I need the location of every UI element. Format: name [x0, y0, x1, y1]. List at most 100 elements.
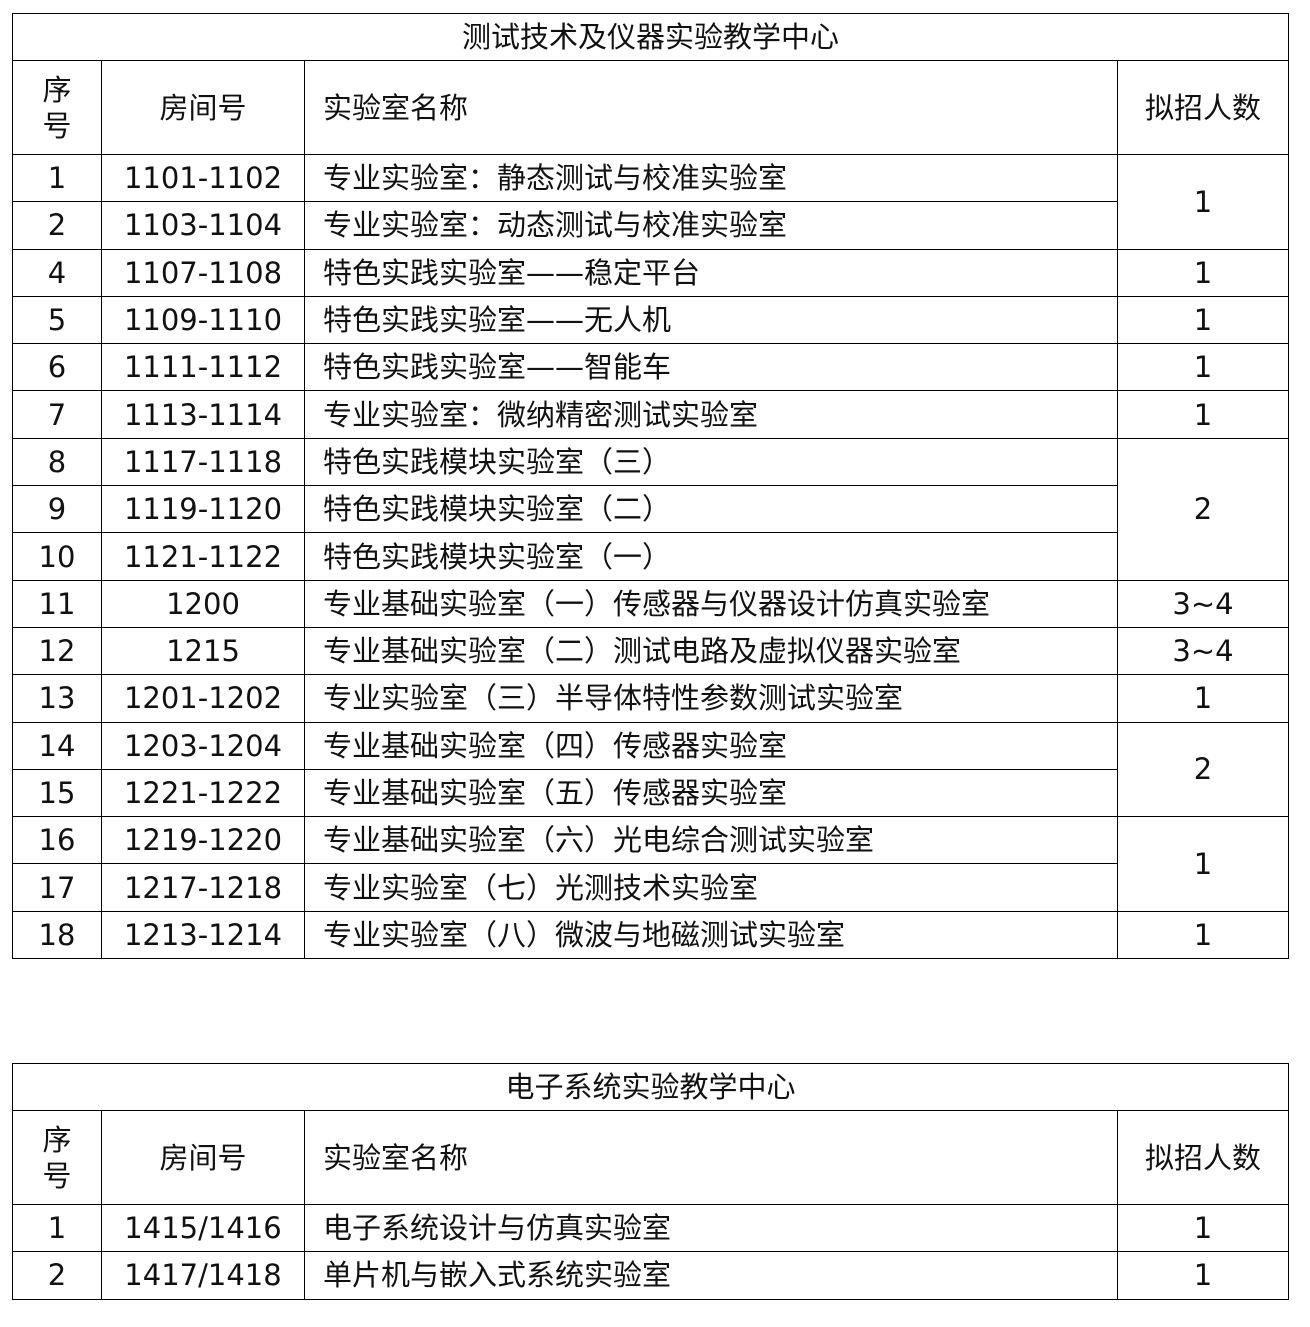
table-row: 6 1111-1112 特色实践实验室——智能车 1: [12, 343, 1290, 392]
cell-lab-name: 特色实践模块实验室（一）: [304, 532, 1118, 581]
cell-room: 1103-1104: [101, 201, 305, 250]
cell-lab-name: 特色实践模块实验室（三）: [304, 437, 1118, 487]
cell-count: 1: [1116, 154, 1290, 250]
header-seq: 序号: [12, 60, 102, 155]
table-row: 16 1219-1220 专业基础实验室（六）光电综合测试实验室 1: [12, 816, 1290, 912]
cell-seq: 8: [12, 437, 102, 487]
cell-room: 1201-1202: [101, 674, 305, 723]
table-row: 13 1201-1202 专业实验室（三）半导体特性参数测试实验室 1: [12, 674, 1290, 723]
cell-seq: 2: [12, 1251, 102, 1300]
cell-room: 1417/1418: [101, 1251, 305, 1300]
header-room: 房间号: [101, 1110, 305, 1205]
cell-lab-name: 专业实验室（七）光测技术实验室: [304, 863, 1118, 912]
cell-room: 1121-1122: [101, 532, 305, 581]
table-row: 10 1121-1122 特色实践模块实验室（一）: [12, 532, 1289, 581]
cell-lab-name: 专业实验室：静态测试与校准实验室: [304, 153, 1118, 203]
table-row: 14 1203-1204 专业基础实验室（四）传感器实验室 2: [12, 721, 1290, 818]
table-row: 11 1200 专业基础实验室（一）传感器与仪器设计仿真实验室 3~4: [12, 579, 1290, 628]
table-title-row: 电子系统实验教学中心: [11, 1063, 1290, 1111]
table-row: 1 1415/1416 电子系统设计与仿真实验室 1: [12, 1203, 1290, 1253]
header-count: 拟招人数: [1116, 1110, 1290, 1205]
cell-seq: 1: [12, 1203, 102, 1253]
cell-seq: 7: [12, 390, 102, 439]
table-row: 4 1107-1108 特色实践实验室——稳定平台 1: [12, 248, 1290, 297]
cell-lab-name: 专业基础实验室（二）测试电路及虚拟仪器实验室: [304, 626, 1118, 676]
table-row: 9 1119-1120 特色实践模块实验室（二）: [12, 485, 1289, 534]
cell-lab-name: 特色实践实验室——无人机: [304, 295, 1118, 345]
cell-lab-name: 专业实验室（八）微波与地磁测试实验室: [304, 910, 1118, 960]
cell-lab-name: 专业实验室：微纳精密测试实验室: [304, 390, 1118, 439]
table-title-row: 测试技术及仪器实验教学中心: [11, 13, 1290, 61]
cell-room: 1113-1114: [101, 390, 305, 439]
cell-seq: 17: [12, 863, 102, 912]
cell-room: 1101-1102: [101, 153, 305, 203]
cell-seq: 9: [12, 485, 102, 534]
cell-lab-name: 特色实践实验室——智能车: [304, 343, 1118, 392]
cell-seq: 4: [12, 248, 102, 297]
cell-seq: 12: [12, 626, 102, 676]
cell-count: 3~4: [1116, 626, 1290, 676]
cell-seq: 16: [12, 816, 102, 865]
cell-lab-name: 专业基础实验室（六）光电综合测试实验室: [304, 816, 1118, 865]
cell-seq: 13: [12, 674, 102, 723]
cell-room: 1213-1214: [101, 910, 305, 960]
table-row: 2 1103-1104 专业实验室：动态测试与校准实验室: [12, 201, 1289, 250]
lab-table-electronics-center: 电子系统实验教学中心 序号 房间号 实验室名称 拟招人数 1 1415/1416 电子系统设计…: [11, 1063, 1290, 1300]
cell-room: 1415/1416: [101, 1203, 305, 1253]
cell-seq: 5: [12, 295, 102, 345]
cell-count: 2: [1116, 437, 1290, 581]
cell-lab-name: 专业基础实验室（一）传感器与仪器设计仿真实验室: [304, 579, 1118, 628]
cell-lab-name: 专业实验室（三）半导体特性参数测试实验室: [304, 674, 1118, 723]
cell-lab-name: 电子系统设计与仿真实验室: [304, 1203, 1118, 1253]
cell-count: 1: [1116, 295, 1290, 345]
cell-room: 1107-1108: [101, 248, 305, 297]
table-title: 电子系统实验教学中心: [11, 1063, 1290, 1111]
cell-lab-name: 专业基础实验室（四）传感器实验室: [304, 721, 1118, 770]
cell-room: 1217-1218: [101, 863, 305, 912]
table-row: 8 1117-1118 特色实践模块实验室（三） 2: [12, 437, 1290, 581]
cell-count: 2: [1116, 721, 1290, 818]
cell-lab-name: 特色实践实验室——稳定平台: [304, 248, 1118, 297]
table-row: 12 1215 专业基础实验室（二）测试电路及虚拟仪器实验室 3~4: [12, 626, 1290, 676]
cell-room: 1111-1112: [101, 343, 305, 392]
cell-room: 1200: [101, 579, 305, 628]
table-title: 测试技术及仪器实验教学中心: [11, 13, 1290, 61]
cell-count: 3~4: [1116, 579, 1290, 628]
header-count: 拟招人数: [1116, 60, 1290, 155]
table-row: 2 1417/1418 单片机与嵌入式系统实验室 1: [12, 1251, 1290, 1300]
table-row: 17 1217-1218 专业实验室（七）光测技术实验室: [12, 863, 1289, 912]
cell-count: 1: [1116, 1203, 1290, 1253]
cell-room: 1117-1118: [101, 437, 305, 487]
cell-room: 1219-1220: [101, 816, 305, 865]
cell-lab-name: 专业基础实验室（五）传感器实验室: [304, 768, 1118, 818]
cell-count: 1: [1116, 343, 1290, 392]
cell-room: 1203-1204: [101, 721, 305, 770]
table-row: 7 1113-1114 专业实验室：微纳精密测试实验室 1: [12, 390, 1290, 439]
cell-room: 1221-1222: [101, 768, 305, 818]
header-name: 实验室名称: [304, 1110, 1118, 1205]
cell-lab-name: 专业实验室：动态测试与校准实验室: [304, 201, 1118, 250]
cell-lab-name: 特色实践模块实验室（二）: [304, 485, 1118, 534]
table-row: 15 1221-1222 专业基础实验室（五）传感器实验室: [12, 768, 1289, 818]
cell-count: 1: [1116, 816, 1290, 912]
cell-count: 1: [1116, 674, 1290, 723]
cell-seq: 11: [12, 579, 102, 628]
cell-seq: 10: [12, 532, 102, 581]
cell-lab-name: 单片机与嵌入式系统实验室: [304, 1251, 1118, 1300]
cell-count: 1: [1116, 910, 1290, 960]
cell-count: 1: [1116, 1251, 1290, 1300]
cell-seq: 14: [12, 721, 102, 770]
cell-count: 1: [1116, 248, 1290, 297]
cell-seq: 6: [12, 343, 102, 392]
cell-room: 1215: [101, 626, 305, 676]
cell-room: 1119-1120: [101, 485, 305, 534]
header-name: 实验室名称: [304, 60, 1118, 155]
cell-seq: 1: [12, 153, 102, 203]
table-header-row: 序号 房间号 实验室名称 拟招人数: [12, 1110, 1290, 1205]
table-row: 1 1101-1102 专业实验室：静态测试与校准实验室 1: [12, 153, 1290, 250]
table-row: 5 1109-1110 特色实践实验室——无人机 1: [12, 295, 1290, 345]
header-seq: 序号: [12, 1110, 102, 1205]
cell-room: 1109-1110: [101, 295, 305, 345]
lab-table-testing-center: 测试技术及仪器实验教学中心 序号 房间号 实验室名称 拟招人数 1 1101-1102 专业实…: [11, 13, 1290, 960]
cell-seq: 15: [12, 768, 102, 818]
